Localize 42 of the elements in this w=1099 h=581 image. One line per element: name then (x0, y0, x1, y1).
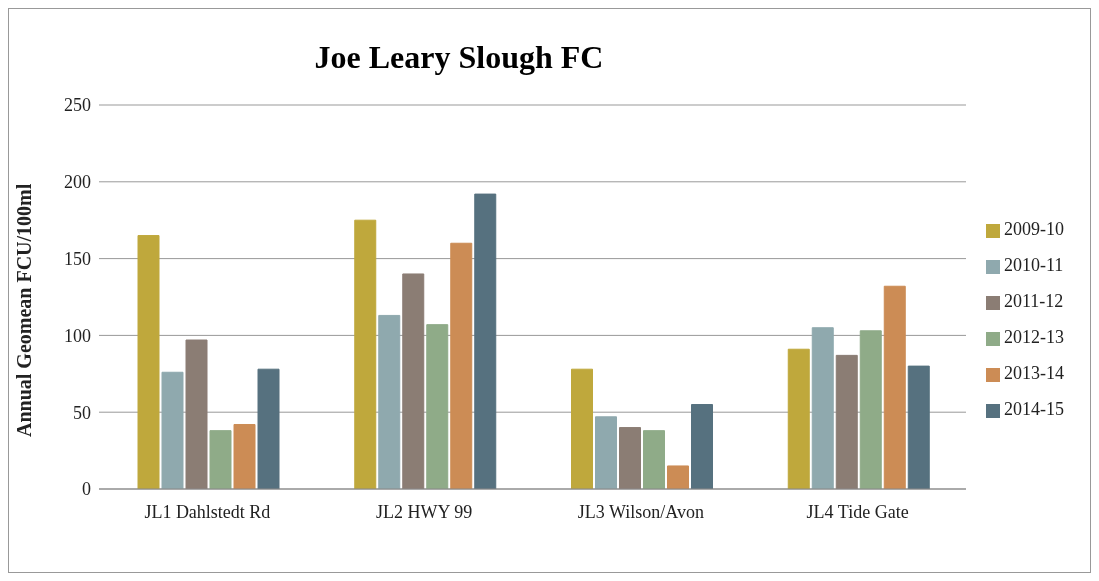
bar (667, 465, 690, 489)
bar (233, 423, 256, 489)
bar (402, 273, 425, 489)
legend-label: 2011-12 (1004, 291, 1064, 311)
x-tick-label: JL1 Dahlstedt Rd (144, 501, 271, 522)
x-tick-label: JL2 HWY 99 (375, 501, 473, 522)
bar (161, 371, 184, 489)
bar (787, 348, 810, 489)
bar (257, 368, 280, 489)
bar (474, 193, 497, 489)
chart-title: Joe Leary Slough FC (313, 39, 605, 76)
bar (354, 219, 377, 489)
bar (378, 314, 401, 489)
bar (859, 330, 882, 489)
bar (450, 242, 473, 489)
y-tick-label: 250 (64, 95, 91, 116)
bar (137, 235, 160, 489)
y-tick-label: 0 (82, 479, 91, 500)
y-axis-title: Annual Geomean FCU/100ml (13, 183, 36, 437)
bar (571, 368, 594, 489)
y-tick-label: 200 (64, 172, 91, 193)
bar (595, 416, 618, 489)
bar (643, 430, 666, 489)
legend-label: 2010-11 (1004, 255, 1064, 275)
bar (185, 339, 208, 489)
y-tick-label: 150 (64, 248, 91, 269)
bar (883, 285, 906, 489)
x-tick-label: JL4 Tide Gate (806, 501, 909, 522)
bar (907, 365, 930, 489)
bar (619, 427, 642, 489)
legend-label: 2009-10 (1004, 219, 1064, 239)
x-tick-label: JL3 Wilson/Avon (577, 501, 704, 522)
bar (691, 404, 714, 489)
y-tick-label: 100 (64, 325, 91, 346)
bar (209, 430, 232, 489)
legend-label: 2013-14 (1004, 363, 1064, 383)
y-tick-label: 50 (73, 402, 91, 423)
legend-label: 2012-13 (1004, 327, 1064, 347)
bar (811, 327, 834, 489)
legend-label: 2014-15 (1004, 399, 1064, 419)
bar (835, 354, 858, 489)
bar (426, 324, 449, 489)
